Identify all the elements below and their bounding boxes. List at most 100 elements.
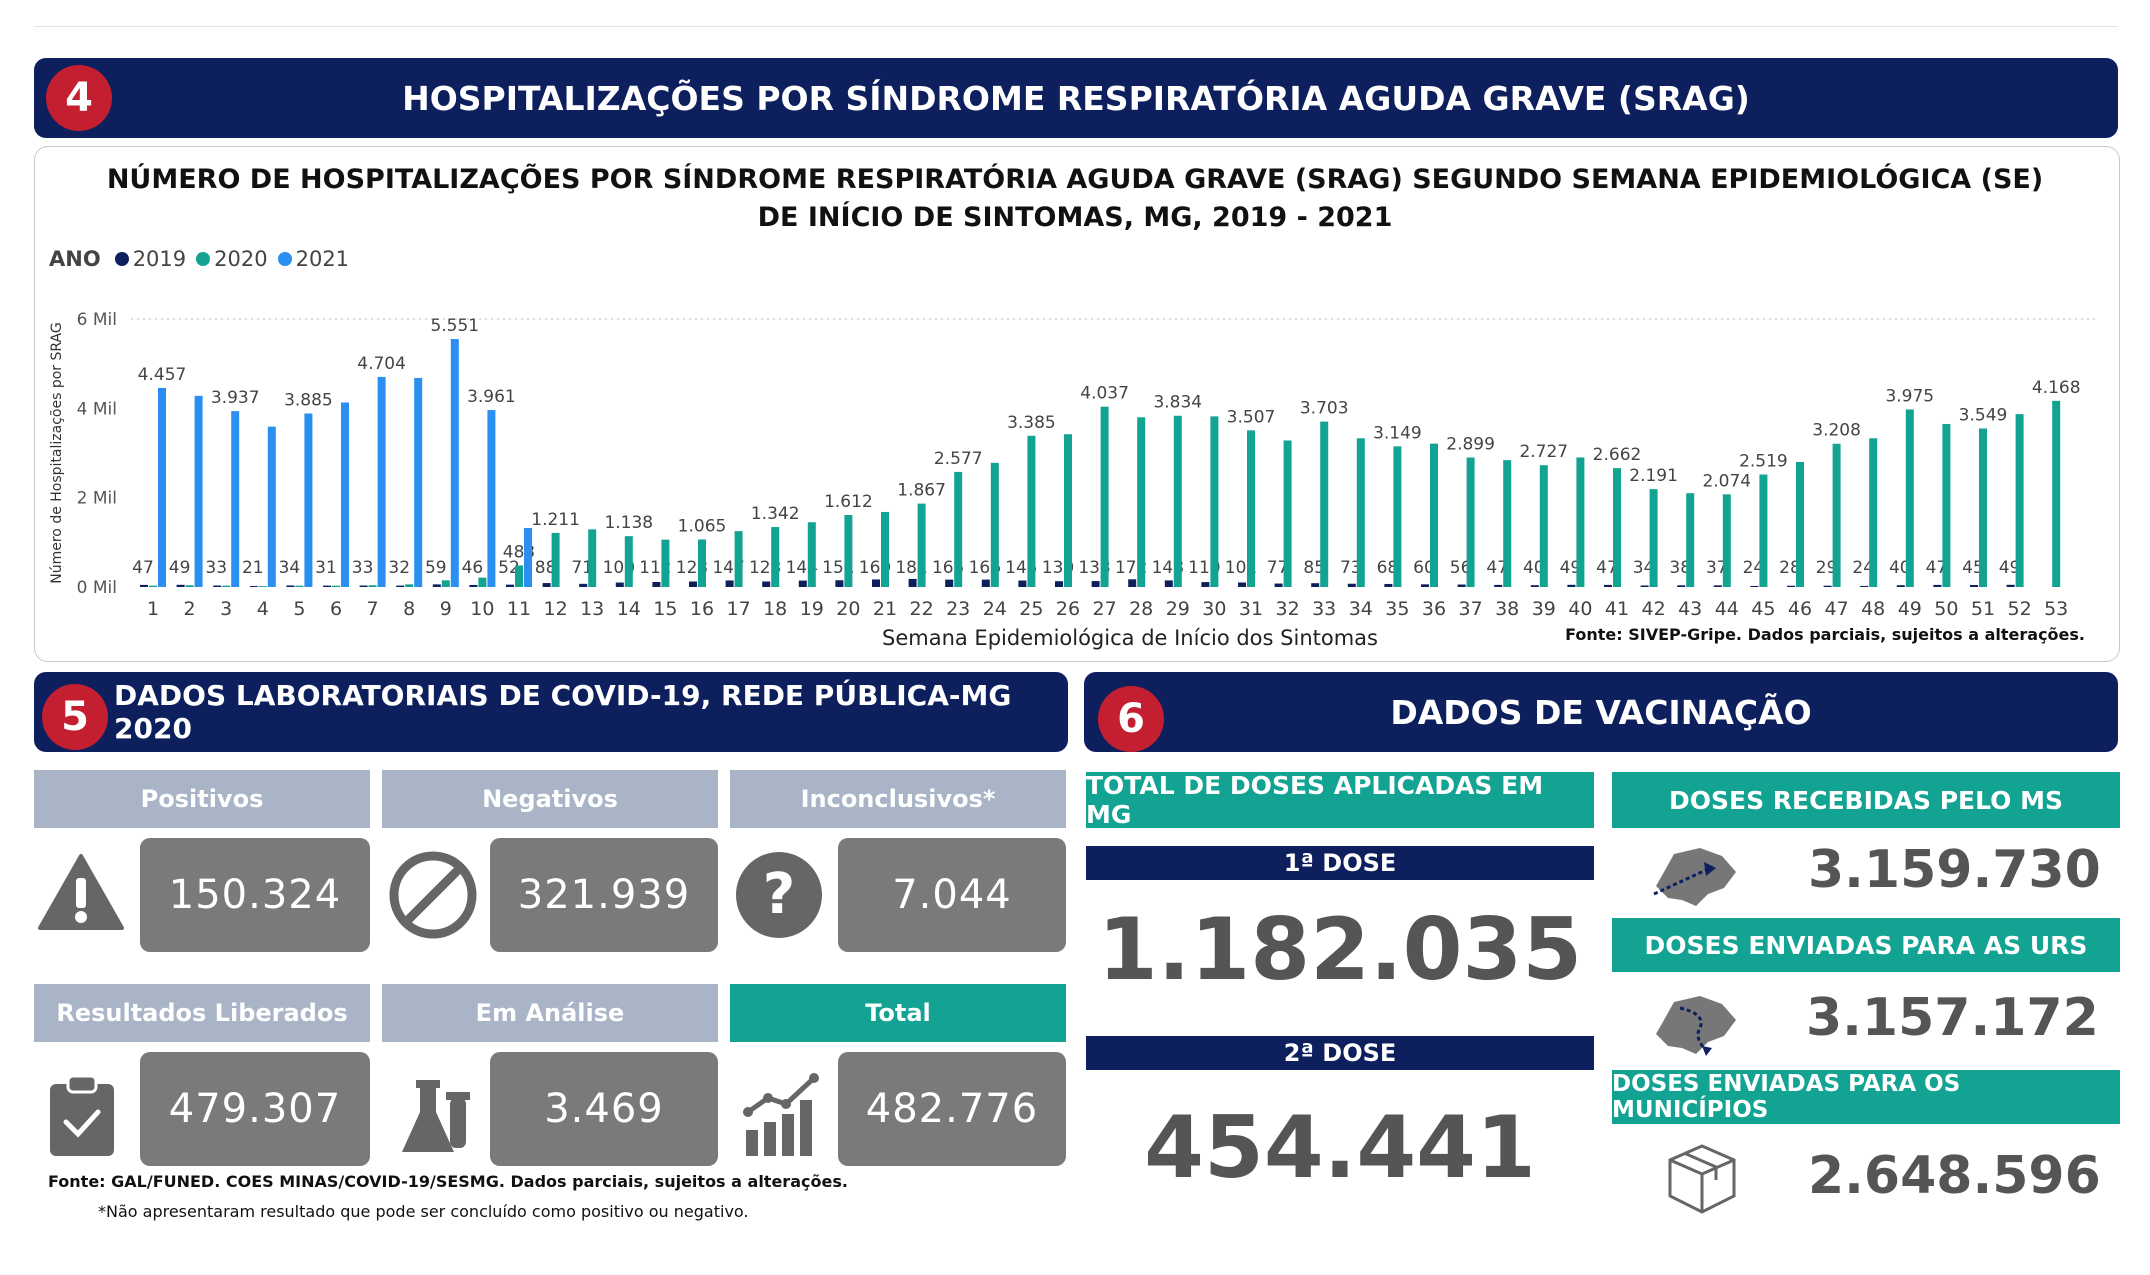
x-tick-label-10: 10 bbox=[470, 598, 494, 620]
dose2-value: 454.441 bbox=[1144, 1098, 1536, 1198]
x-tick-label-46: 46 bbox=[1788, 598, 1812, 620]
lab-source: Fonte: GAL/FUNED. COES MINAS/COVID-19/SE… bbox=[48, 1172, 848, 1191]
bar-2019-se38 bbox=[1494, 584, 1503, 587]
bar-2020-se37 bbox=[1466, 457, 1475, 587]
bar-2019-se52 bbox=[2006, 584, 2015, 587]
clipboard-check-icon bbox=[50, 1074, 114, 1156]
bar-2019-se41 bbox=[1604, 584, 1612, 587]
x-tick-label-16: 16 bbox=[690, 598, 714, 620]
x-tick-label-15: 15 bbox=[653, 598, 677, 620]
x-tick-label-52: 52 bbox=[2008, 598, 2032, 620]
bar-2020-se23 bbox=[954, 471, 963, 587]
bar-2021-se1 bbox=[158, 387, 166, 587]
card-header-positivos: Positivos bbox=[34, 770, 370, 828]
bar-2020-se2 bbox=[185, 585, 194, 587]
bar-2019-se32 bbox=[1274, 583, 1283, 587]
bar-2019-se13 bbox=[579, 583, 588, 587]
bar-2020-se48 bbox=[1869, 438, 1878, 587]
bar-2020-se36 bbox=[1430, 443, 1438, 587]
bar-2020-se34 bbox=[1356, 438, 1365, 587]
data-label-2019-se7: 33 bbox=[352, 558, 374, 578]
bar-2019-se39 bbox=[1530, 585, 1539, 587]
bar-2021-se2 bbox=[194, 395, 203, 587]
data-label-2019-se39: 40 bbox=[1523, 558, 1545, 578]
x-tick-label-23: 23 bbox=[946, 598, 970, 620]
bar-2019-se31 bbox=[1238, 582, 1246, 587]
data-label-2019-se5: 34 bbox=[279, 558, 301, 578]
bar-2019-se18 bbox=[762, 581, 771, 587]
legend-title: ANO bbox=[49, 247, 101, 271]
x-tick-label-21: 21 bbox=[873, 598, 897, 620]
data-label-2019-se6: 31 bbox=[315, 558, 337, 578]
bar-2019-se36 bbox=[1421, 584, 1429, 587]
bar-2020-se35 bbox=[1393, 446, 1402, 587]
x-tick-label-6: 6 bbox=[330, 598, 342, 620]
data-label-2019-se12: 88 bbox=[535, 558, 557, 578]
x-tick-label-53: 53 bbox=[2044, 598, 2068, 620]
bar-2019-se44 bbox=[1713, 585, 1722, 587]
bar-2021-se4 bbox=[267, 426, 276, 587]
bar-2019-se47 bbox=[1823, 585, 1832, 587]
data-label-2019-se49: 40 bbox=[1889, 558, 1911, 578]
legend-dot-2019 bbox=[114, 252, 129, 266]
data-label-2021-se10: 3.961 bbox=[467, 387, 516, 407]
bar-2020-se16 bbox=[698, 539, 706, 587]
dose1-value: 1.182.035 bbox=[1097, 900, 1583, 1000]
bar-2019-se37 bbox=[1457, 584, 1466, 587]
data-label-2019-se8: 32 bbox=[388, 558, 410, 578]
data-label-2020-se16: 1.065 bbox=[678, 516, 727, 536]
section5-badge: 5 bbox=[42, 684, 108, 750]
data-label-2019-se46: 28 bbox=[1779, 558, 1801, 578]
received-value: 3.159.730 bbox=[1808, 840, 2101, 900]
data-label-2019-se48: 24 bbox=[1852, 558, 1874, 578]
bar-2020-se42 bbox=[1649, 489, 1658, 587]
x-tick-label-26: 26 bbox=[1056, 598, 1080, 620]
section4-title: HOSPITALIZAÇÕES POR SÍNDROME RESPIRATÓRI… bbox=[402, 78, 1750, 118]
x-tick-label-50: 50 bbox=[1934, 598, 1958, 620]
bar-2020-se27 bbox=[1100, 406, 1109, 587]
bar-2019-se17 bbox=[725, 580, 734, 587]
bar-2019-se20 bbox=[835, 580, 844, 587]
y-tick-label-3: 6 Mil bbox=[77, 310, 117, 330]
legend-label-2019: 2019 bbox=[132, 247, 187, 271]
x-tick-label-37: 37 bbox=[1459, 598, 1483, 620]
legend-dot-2021 bbox=[277, 252, 292, 266]
x-tick-label-47: 47 bbox=[1825, 598, 1849, 620]
data-label-2019-se34: 73 bbox=[1340, 558, 1362, 578]
x-tick-label-1: 1 bbox=[147, 598, 159, 620]
bar-2020-se11 bbox=[515, 565, 523, 587]
bar-2019-se11 bbox=[506, 584, 514, 587]
bar-2019-se15 bbox=[652, 581, 661, 587]
bar-2020-se46 bbox=[1796, 461, 1804, 587]
bar-2020-se50 bbox=[1942, 423, 1951, 587]
x-tick-label-34: 34 bbox=[1349, 598, 1373, 620]
data-label-2020-se47: 3.208 bbox=[1812, 421, 1861, 441]
bar-2020-se43 bbox=[1686, 493, 1695, 587]
x-tick-label-49: 49 bbox=[1898, 598, 1922, 620]
data-label-2019-se10: 46 bbox=[462, 558, 484, 578]
bar-2019-se10 bbox=[469, 584, 478, 587]
x-tick-label-45: 45 bbox=[1751, 598, 1775, 620]
data-label-2020-se22: 1.867 bbox=[897, 481, 946, 501]
data-label-2021-se1: 4.457 bbox=[138, 365, 187, 385]
data-label-2019-se42: 34 bbox=[1633, 558, 1655, 578]
data-label-2019-se33: 85 bbox=[1303, 558, 1325, 578]
bar-2019-se22 bbox=[908, 578, 917, 587]
card-value-negativos: 321.939 bbox=[490, 838, 718, 952]
x-tick-label-4: 4 bbox=[257, 598, 269, 620]
x-tick-label-30: 30 bbox=[1202, 598, 1226, 620]
data-label-2019-se40: 49 bbox=[1560, 558, 1582, 578]
chart-growth-icon bbox=[743, 1073, 819, 1156]
data-label-2020-se20: 1.612 bbox=[824, 492, 873, 512]
bar-2020-se51 bbox=[1979, 428, 1987, 587]
card-header-resultados-liberados: Resultados Liberados bbox=[34, 984, 370, 1042]
bar-2019-se30 bbox=[1201, 582, 1210, 587]
card-header-em-analise: Em Análise bbox=[382, 984, 718, 1042]
x-tick-label-22: 22 bbox=[910, 598, 934, 620]
bar-2019-se7 bbox=[359, 585, 368, 587]
bar-2021-se7 bbox=[377, 376, 386, 587]
data-label-2019-se37: 56 bbox=[1450, 558, 1472, 578]
bar-2019-se49 bbox=[1896, 585, 1905, 587]
data-label-2019-se50: 47 bbox=[1926, 558, 1948, 578]
bar-2021-se3 bbox=[231, 411, 240, 587]
